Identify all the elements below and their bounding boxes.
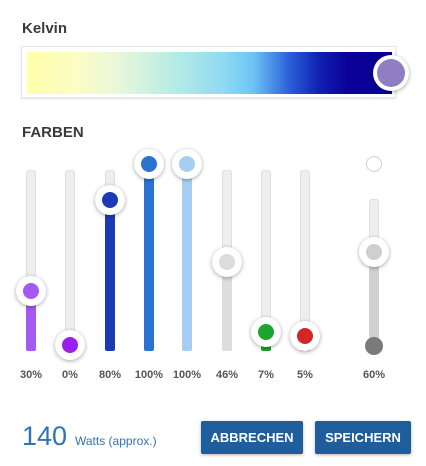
kelvin-slider-thumb[interactable]	[373, 55, 409, 91]
color-slider-8[interactable]: 5%	[285, 0, 325, 466]
color-slider-6[interactable]: 46%	[207, 0, 247, 466]
max-brightness-icon	[366, 156, 382, 172]
color-slider-4[interactable]: 100%	[129, 0, 169, 466]
kelvin-slider[interactable]	[21, 46, 396, 98]
slider-track[interactable]	[26, 170, 36, 351]
slider-thumb-dot	[258, 324, 274, 341]
slider-thumb[interactable]	[359, 237, 389, 268]
save-button[interactable]: SPEICHERN	[315, 421, 411, 454]
slider-track[interactable]	[300, 170, 310, 351]
slider-thumb-dot	[179, 156, 195, 172]
slider-fill	[105, 200, 115, 351]
slider-thumb[interactable]	[55, 330, 85, 360]
color-slider-2[interactable]: 0%	[50, 0, 90, 466]
slider-thumb-dot	[366, 244, 382, 261]
slider-thumb-dot	[219, 253, 235, 270]
slider-percent: 100%	[172, 369, 202, 381]
slider-track[interactable]	[65, 170, 75, 351]
kelvin-title: Kelvin	[22, 20, 68, 37]
kelvin-thumb-dot	[377, 59, 405, 87]
color-slider-5[interactable]: 100%	[167, 0, 207, 466]
watts-label: Watts (approx.)	[75, 434, 157, 448]
farben-title: FARBEN	[22, 124, 84, 141]
slider-thumb-dot	[297, 327, 313, 344]
slider-percent: 46%	[215, 369, 239, 381]
color-slider-3[interactable]: 80%	[90, 0, 130, 466]
slider-track[interactable]	[261, 170, 271, 351]
slider-thumb[interactable]	[95, 185, 125, 216]
slider-percent: 0%	[62, 369, 78, 381]
slider-fill	[222, 261, 232, 351]
watts-value: 140	[22, 421, 68, 451]
slider-fill	[26, 290, 36, 351]
slider-thumb[interactable]	[172, 149, 202, 179]
slider-fill	[182, 164, 192, 351]
slider-thumb[interactable]	[251, 317, 281, 348]
cancel-button[interactable]: ABBRECHEN	[201, 421, 303, 454]
slider-thumb-dot	[23, 282, 39, 299]
slider-thumb[interactable]	[212, 246, 242, 277]
slider-percent: 60%	[362, 369, 386, 381]
color-slider-7[interactable]: 7%	[246, 0, 286, 466]
slider-percent: 7%	[258, 369, 274, 381]
slider-thumb[interactable]	[16, 275, 46, 306]
slider-thumb-dot	[62, 337, 78, 353]
slider-fill	[369, 252, 379, 343]
color-slider-1[interactable]: 30%	[11, 0, 51, 466]
slider-thumb-dot	[102, 192, 118, 209]
slider-thumb[interactable]	[290, 320, 320, 351]
slider-thumb-dot	[141, 156, 157, 172]
slider-percent: 80%	[98, 369, 122, 381]
kelvin-gradient	[27, 52, 392, 94]
slider-thumb[interactable]	[134, 149, 164, 179]
master-slider[interactable]: 60%	[354, 0, 394, 466]
slider-percent: 100%	[134, 369, 164, 381]
slider-fill	[144, 164, 154, 351]
slider-percent: 30%	[19, 369, 43, 381]
slider-percent: 5%	[297, 369, 313, 381]
min-brightness-icon	[365, 337, 383, 355]
